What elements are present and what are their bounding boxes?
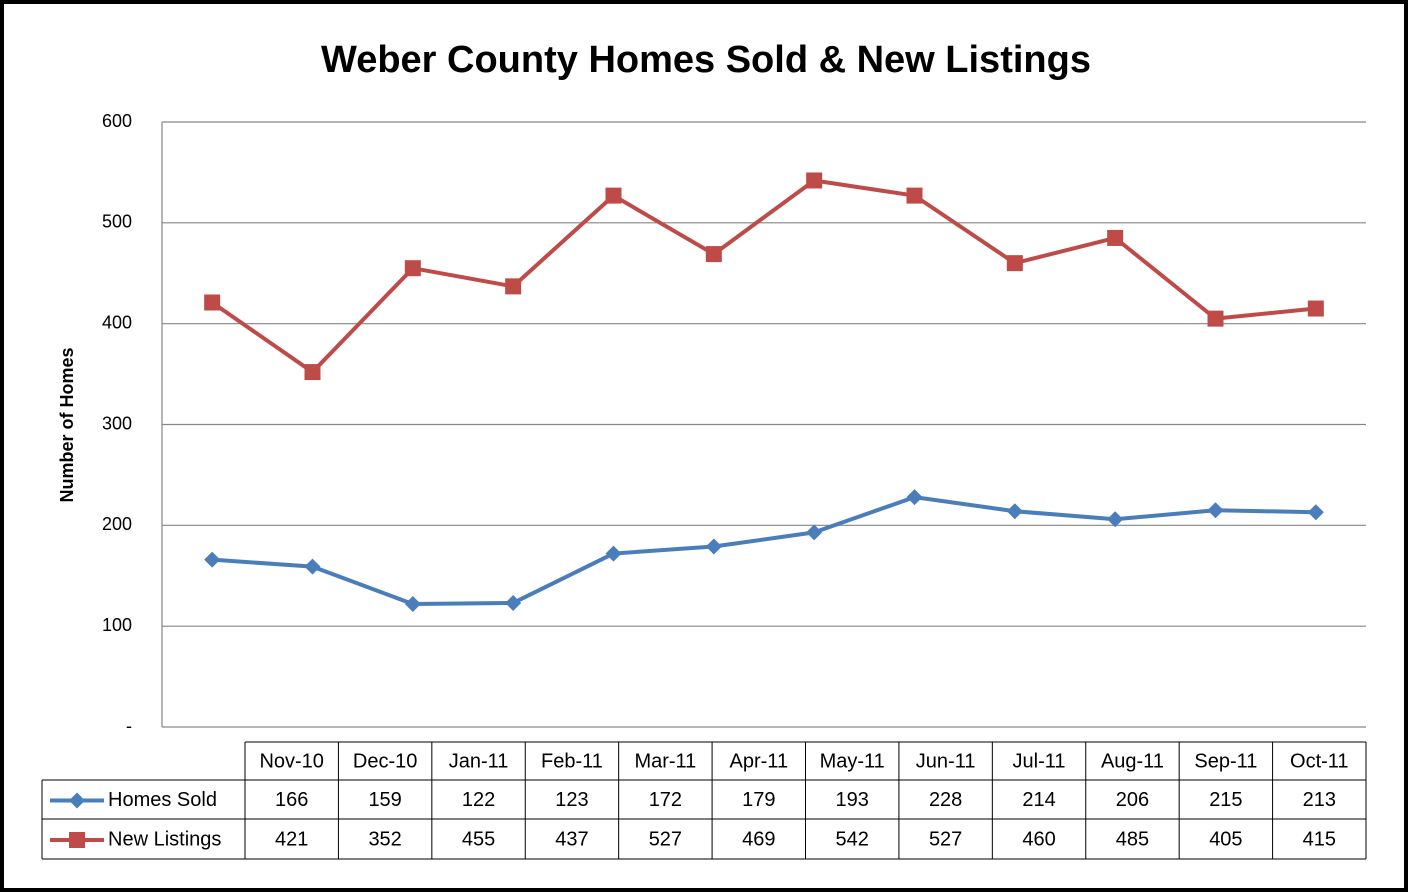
table-value: 213 xyxy=(1303,789,1336,811)
data-point xyxy=(404,260,421,277)
table-header: May-11 xyxy=(820,750,885,772)
table-value: 352 xyxy=(368,828,401,850)
table-value: 437 xyxy=(555,828,588,850)
series-line xyxy=(211,178,1317,375)
table-header: Oct-11 xyxy=(1290,750,1349,772)
table-value: 485 xyxy=(1116,828,1149,850)
table-header: Nov-10 xyxy=(259,750,323,772)
table-header: Feb-11 xyxy=(541,750,603,772)
data-point xyxy=(204,294,221,311)
table-value: 159 xyxy=(368,789,401,811)
legend-marker xyxy=(69,832,85,848)
data-point xyxy=(705,538,722,555)
data-point xyxy=(806,524,823,541)
data-point xyxy=(505,594,522,611)
data-point xyxy=(906,489,923,506)
table-value: 123 xyxy=(555,789,588,811)
y-tick-label: 200 xyxy=(102,514,132,534)
table-header: Sep-11 xyxy=(1194,750,1257,772)
table-value: 542 xyxy=(836,828,869,850)
table-header: Mar-11 xyxy=(634,750,696,772)
table-value: 206 xyxy=(1116,789,1149,811)
data-point xyxy=(204,551,221,568)
data-point xyxy=(1207,502,1224,519)
table-value: 215 xyxy=(1209,789,1242,811)
table-header: Dec-10 xyxy=(353,750,417,772)
data-point xyxy=(404,595,421,612)
table-header: Jan-11 xyxy=(449,750,509,772)
table-value: 405 xyxy=(1209,828,1242,850)
table-value: 122 xyxy=(462,789,495,811)
y-axis-label: Number of Homes xyxy=(57,347,77,502)
data-point xyxy=(1107,511,1124,528)
data-point xyxy=(1107,229,1124,246)
legend-marker xyxy=(69,792,85,809)
y-tick-label: 300 xyxy=(102,413,132,433)
data-point xyxy=(304,364,321,381)
data-point xyxy=(304,558,321,575)
data-point xyxy=(1307,300,1324,317)
table-value: 415 xyxy=(1303,828,1336,850)
legend-label: Homes Sold xyxy=(108,789,217,811)
y-tick-label: 500 xyxy=(102,212,132,232)
table-value: 166 xyxy=(275,789,308,811)
table-header: Jul-11 xyxy=(1013,750,1066,772)
table-header: Jun-11 xyxy=(916,750,976,772)
table-value: 455 xyxy=(462,828,495,850)
series-line xyxy=(212,495,1316,606)
table-value: 469 xyxy=(742,828,775,850)
data-point xyxy=(505,278,522,295)
data-point xyxy=(906,187,923,204)
table-header: Aug-11 xyxy=(1101,750,1164,772)
y-tick-label: 100 xyxy=(102,615,132,635)
data-point xyxy=(1006,503,1023,520)
table-value: 421 xyxy=(275,828,308,850)
data-point xyxy=(705,246,722,263)
chart-title: Weber County Homes Sold & New Listings xyxy=(321,39,1091,81)
table-value: 228 xyxy=(929,789,962,811)
legend-label: New Listings xyxy=(108,828,221,850)
data-point xyxy=(806,172,823,189)
data-point xyxy=(1006,255,1023,272)
data-point xyxy=(1207,310,1224,327)
table-value: 172 xyxy=(649,789,682,811)
table-value: 460 xyxy=(1022,828,1055,850)
table-header: Apr-11 xyxy=(730,750,789,772)
table-value: 214 xyxy=(1022,789,1055,811)
y-tick-label: - xyxy=(126,716,132,736)
table-value: 193 xyxy=(836,789,869,811)
y-tick-label: 600 xyxy=(102,111,132,131)
table-value: 527 xyxy=(929,828,962,850)
table-value: 179 xyxy=(742,789,775,811)
data-point xyxy=(1307,504,1324,521)
data-point xyxy=(605,545,622,562)
table-value: 527 xyxy=(649,828,682,850)
data-point xyxy=(605,187,622,204)
y-tick-label: 400 xyxy=(102,312,132,332)
